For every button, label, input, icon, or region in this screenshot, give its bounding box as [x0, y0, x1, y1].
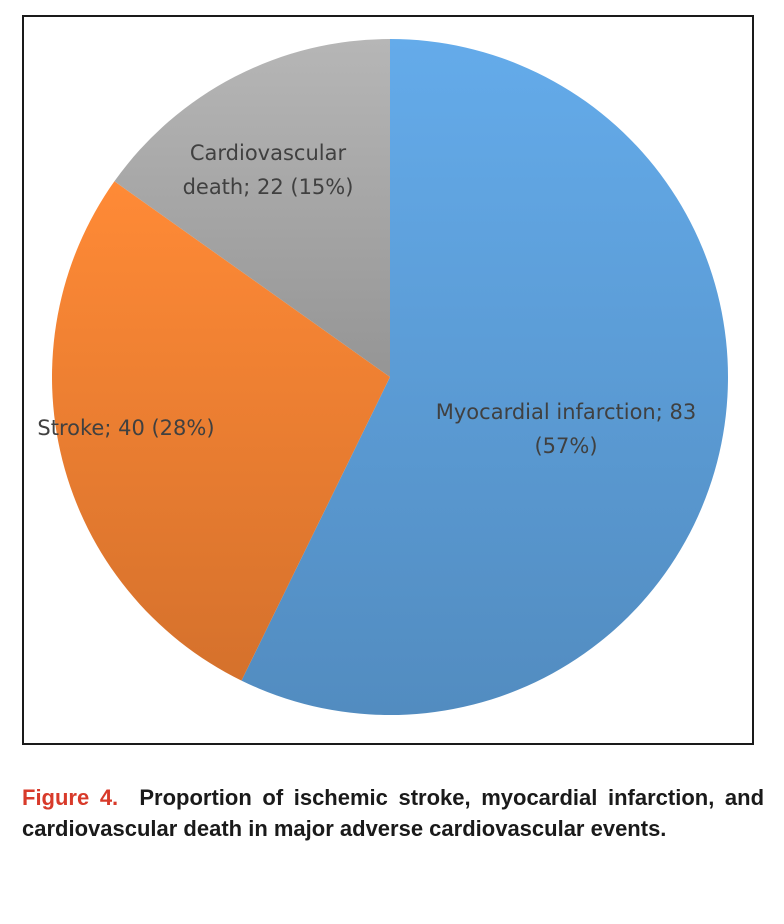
figure-label: Figure 4. [22, 785, 119, 810]
pie-label-cardiovascular-death: Cardiovascular death; 22 (15%) [183, 141, 354, 199]
caption-text: Proportion of ischemic stroke, myocardia… [22, 785, 765, 841]
pie-slice-cardiovascular-death [114, 39, 390, 377]
pie-slice-stroke [51, 181, 391, 681]
pie-labels: Myocardial infarction; 83 (57%) Stroke; 40… [37, 141, 696, 458]
pie-label-stroke: Stroke; 40 (28%) [37, 416, 214, 440]
chart-frame: Myocardial infarction; 83 (57%) Stroke; 40… [22, 15, 754, 745]
pie-label-myocardial-infarction: Myocardial infarction; 83 (57%) [436, 400, 696, 458]
figure-caption: Figure 4. Proportion of ischemic stroke,… [22, 782, 764, 844]
pie-slices [51, 39, 728, 715]
pie-slice-myocardial-infarction [241, 39, 728, 715]
pie-chart: Myocardial infarction; 83 (57%) Stroke; 40… [37, 39, 728, 715]
